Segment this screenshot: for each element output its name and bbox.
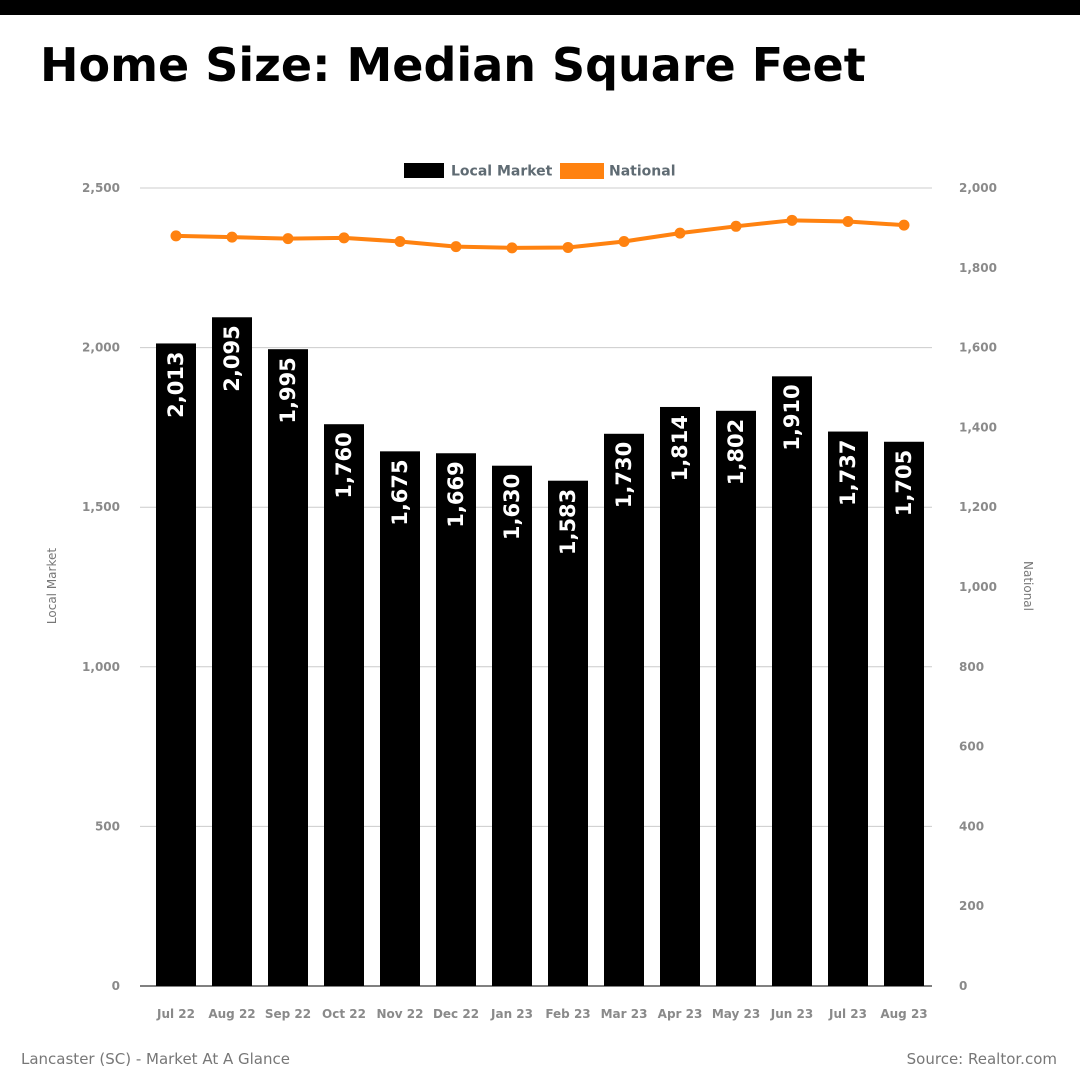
x-axis-tick-label: May 23 <box>712 1007 760 1021</box>
bar <box>268 349 308 986</box>
left-axis-tick-label: 2,500 <box>82 181 120 195</box>
gridlines <box>140 187 932 987</box>
right-axis-tick-label: 1,400 <box>959 420 997 434</box>
x-axis-tick-label: Feb 23 <box>545 1007 590 1021</box>
bar-value-label: 1,675 <box>388 459 412 525</box>
right-axis-tick-label: 1,600 <box>959 341 997 355</box>
bar-value-label: 2,095 <box>220 325 244 391</box>
right-axis-tick-label: 800 <box>959 660 984 674</box>
bar <box>324 424 364 986</box>
bar <box>380 451 420 987</box>
national-point <box>562 241 574 253</box>
national-point <box>282 233 294 245</box>
x-axis-tick-label: Nov 22 <box>377 1007 424 1021</box>
bar-value-label: 1,814 <box>668 415 692 481</box>
bar-value-label: 1,760 <box>332 432 356 498</box>
x-axis-tick-label: Sep 22 <box>265 1007 311 1021</box>
bar <box>772 376 812 986</box>
legend: Local Market National <box>404 163 676 180</box>
left-axis-ticks: 0 500 1,000 1,500 2,000 2,500 <box>82 181 120 993</box>
bar-value-label: 1,669 <box>444 461 468 527</box>
national-point <box>506 242 518 254</box>
national-line <box>174 218 906 250</box>
bar-value-label: 2,013 <box>164 351 188 417</box>
bar <box>828 431 868 987</box>
bar-series-local-market: 2,013 2,095 1,995 1,760 1,675 1,669 1,630 1,583… <box>156 317 924 987</box>
bar <box>436 453 476 986</box>
x-axis-tick-label: Aug 23 <box>880 1007 927 1021</box>
x-axis-tick-label: Dec 22 <box>433 1007 479 1021</box>
x-axis-tick-label: Apr 23 <box>658 1007 703 1021</box>
right-axis-tick-label: 1,000 <box>959 580 997 594</box>
legend-label-local-market: Local Market <box>451 164 553 180</box>
bar-value-label: 1,910 <box>780 384 804 450</box>
left-axis-title: Local Market <box>45 548 59 624</box>
bar <box>156 343 196 986</box>
x-axis-tick-label: Jul 23 <box>828 1007 867 1021</box>
page-title: Home Size: Median Square Feet <box>40 38 866 92</box>
right-axis-tick-label: 0 <box>959 979 967 993</box>
bar-value-label: 1,583 <box>556 489 580 555</box>
x-axis-tick-label: Aug 22 <box>208 1007 255 1021</box>
x-axis-tick-label: Jun 23 <box>770 1007 813 1021</box>
national-point <box>618 235 630 247</box>
bar-value-label: 1,730 <box>612 442 636 508</box>
left-axis-tick-label: 1,500 <box>82 500 120 514</box>
national-point <box>898 219 910 231</box>
bar <box>604 433 644 986</box>
bar <box>212 317 252 986</box>
national-point <box>394 235 406 247</box>
x-axis-ticks: Jul 22 Aug 22 Sep 22 Oct 22 Nov 22 Dec 22 Jan … <box>156 1007 928 1021</box>
right-axis-tick-label: 1,800 <box>959 261 997 275</box>
national-point <box>226 231 238 243</box>
right-axis-ticks: 0 200 400 600 800 1,000 1,200 1,400 1,600 1,800 2,… <box>959 181 997 993</box>
national-point <box>842 216 854 228</box>
bar <box>492 465 532 987</box>
x-axis-tick-label: Mar 23 <box>601 1007 648 1021</box>
national-point <box>674 227 686 239</box>
right-axis-tick-label: 2,000 <box>959 181 997 195</box>
bar <box>548 480 588 986</box>
x-axis-tick-label: Jul 22 <box>156 1007 195 1021</box>
bar-value-label: 1,705 <box>892 450 916 516</box>
legend-label-national: National <box>609 164 676 180</box>
bar <box>660 406 700 986</box>
x-axis-tick-label: Oct 22 <box>322 1007 366 1021</box>
line-series-national <box>170 214 910 254</box>
national-point <box>170 230 182 242</box>
bar-value-label: 1,995 <box>276 357 300 423</box>
legend-swatch-national <box>560 163 604 179</box>
national-point <box>338 232 350 244</box>
bar-value-label: 1,737 <box>836 440 860 506</box>
x-axis-tick-label: Jan 23 <box>490 1007 533 1021</box>
national-point <box>450 241 462 253</box>
bar <box>884 441 924 986</box>
national-point <box>786 214 798 226</box>
top-bar <box>0 0 1080 15</box>
left-axis-tick-label: 500 <box>95 819 120 833</box>
right-axis-tick-label: 1,200 <box>959 500 997 514</box>
right-axis-title: National <box>1021 561 1035 611</box>
right-axis-tick-label: 200 <box>959 899 984 913</box>
footer-market-label: Lancaster (SC) - Market At A Glance <box>21 1050 290 1068</box>
bar-value-label: 1,630 <box>500 474 524 540</box>
bar-value-label: 1,802 <box>724 419 748 485</box>
left-axis-tick-label: 2,000 <box>82 341 120 355</box>
left-axis-tick-label: 1,000 <box>82 660 120 674</box>
national-point <box>730 220 742 232</box>
bar <box>716 410 756 986</box>
legend-swatch-local-market <box>404 163 444 178</box>
right-axis-tick-label: 400 <box>959 819 984 833</box>
right-axis-tick-label: 600 <box>959 740 984 754</box>
left-axis-tick-label: 0 <box>112 979 120 993</box>
footer-source: Source: Realtor.com <box>906 1050 1057 1068</box>
